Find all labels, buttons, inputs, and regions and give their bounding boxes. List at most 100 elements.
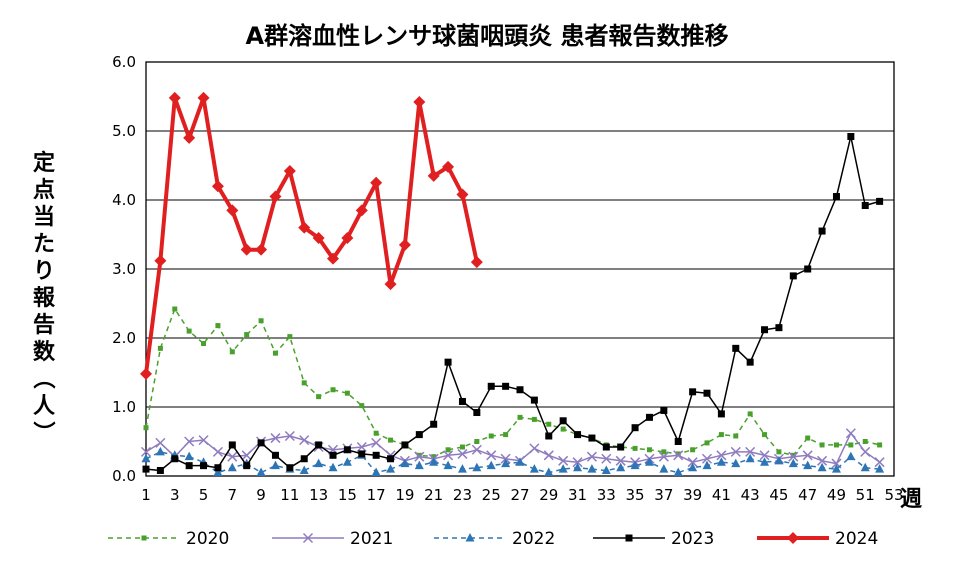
data-point [716, 457, 726, 466]
data-point [168, 91, 181, 104]
data-point [470, 256, 483, 269]
data-point [143, 425, 149, 431]
legend-item-2024: 2024 [757, 529, 878, 549]
data-point [473, 409, 481, 417]
data-point [387, 455, 395, 463]
data-point [730, 446, 741, 457]
x-tick-label: 29 [539, 486, 558, 504]
y-axis-label-char: り [33, 259, 55, 284]
data-point [702, 460, 712, 470]
x-tick-label: 31 [568, 486, 587, 504]
legend-marker [625, 534, 633, 542]
x-tick-label: 23 [453, 486, 472, 504]
series-line-2020 [145, 308, 880, 458]
data-point [689, 388, 697, 396]
data-point [458, 397, 466, 405]
data-point [759, 450, 770, 461]
data-point [359, 403, 365, 409]
series-2024 [140, 91, 483, 380]
legend-marker [787, 532, 799, 544]
data-point [355, 204, 368, 217]
data-point [457, 464, 467, 473]
y-tick-label: 4.0 [112, 191, 136, 209]
x-tick-label: 51 [856, 486, 875, 504]
data-point [140, 446, 152, 457]
data-point [732, 344, 740, 352]
x-tick-label: 27 [510, 486, 529, 504]
y-tick-label: 2.0 [112, 329, 136, 347]
y-tick-label: 5.0 [112, 122, 136, 140]
data-point [747, 411, 753, 417]
data-point [430, 420, 438, 428]
data-point [184, 436, 195, 447]
data-point [687, 457, 698, 468]
data-point [185, 462, 193, 470]
data-point [486, 460, 496, 470]
series-2020 [143, 306, 883, 460]
data-point [459, 444, 465, 450]
data-point [503, 432, 509, 438]
data-point [574, 431, 582, 439]
data-point [372, 451, 380, 459]
data-point [602, 443, 610, 451]
data-point [848, 442, 854, 448]
y-axis-label-char: （ [30, 367, 55, 389]
data-point [141, 453, 151, 463]
data-point [630, 460, 640, 470]
data-point [860, 462, 870, 472]
data-point [530, 396, 538, 404]
legend-label: 2021 [350, 529, 393, 549]
data-point [329, 451, 337, 459]
data-point [373, 430, 379, 436]
legend-label: 2023 [671, 529, 714, 549]
data-point [211, 180, 224, 193]
data-point [457, 448, 468, 459]
data-point [645, 413, 653, 421]
data-point [269, 190, 282, 203]
data-point [155, 446, 165, 456]
data-point [601, 465, 611, 474]
series-line-2023 [145, 135, 880, 472]
y-axis-label-char: 報 [33, 285, 56, 311]
data-point [586, 451, 597, 462]
data-point [228, 441, 236, 449]
data-point [531, 416, 537, 422]
data-point [344, 390, 350, 396]
data-point [386, 464, 396, 473]
plot-frame [145, 61, 895, 477]
data-point [805, 435, 811, 441]
data-point [227, 451, 238, 462]
data-point [487, 382, 495, 390]
data-point [427, 169, 440, 182]
data-point [214, 464, 222, 472]
data-point [746, 358, 754, 366]
data-point [243, 462, 251, 470]
data-point [718, 432, 724, 438]
data-point [358, 450, 366, 458]
legend-marker [465, 533, 475, 542]
data-point [415, 431, 423, 439]
data-point [258, 318, 264, 324]
data-point [517, 414, 523, 420]
x-tick-label: 7 [228, 486, 238, 504]
x-axis-ticks: 1 3 5 7 9 11 13 15 17 19 21 23 25 27 29 31 33 35 37 39 41 43 4… [141, 486, 903, 504]
data-point [186, 328, 192, 334]
data-point [572, 457, 583, 468]
data-point [675, 451, 681, 457]
x-tick-label: 37 [654, 486, 673, 504]
x-tick-label: 5 [199, 486, 209, 504]
x-tick-label: 49 [827, 486, 846, 504]
data-point [876, 197, 884, 205]
data-point [558, 464, 568, 473]
data-point [200, 462, 208, 470]
x-axis-unit: 週 [900, 487, 922, 512]
data-point [774, 455, 784, 465]
data-point [631, 424, 639, 432]
y-axis-label-char: 点 [33, 177, 55, 203]
data-point [442, 160, 455, 173]
data-point [215, 323, 221, 329]
data-point [745, 446, 756, 457]
data-point [789, 272, 797, 280]
data-point [745, 453, 755, 463]
